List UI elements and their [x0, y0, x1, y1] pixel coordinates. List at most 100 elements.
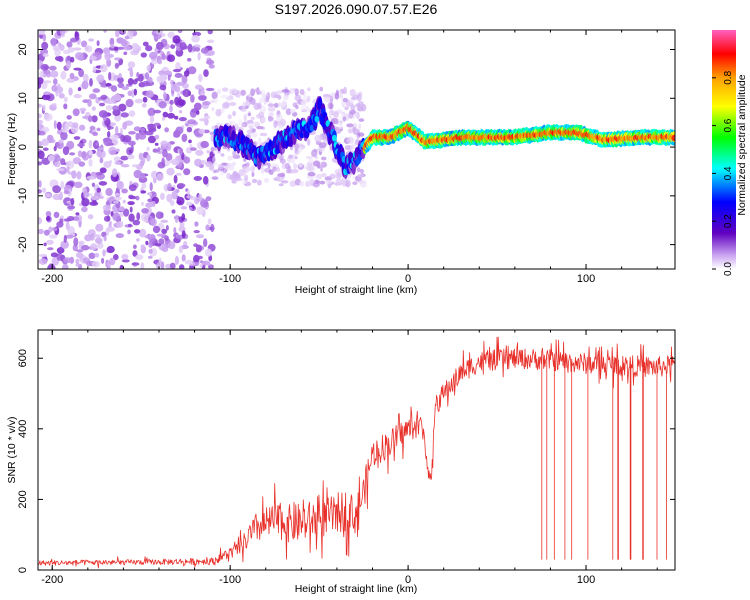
heatmap-blob [307, 171, 316, 177]
heatmap-blob [75, 52, 84, 60]
heatmap-blob [357, 132, 365, 137]
snr-series [38, 336, 675, 569]
heatmap-blob [211, 107, 215, 112]
heatmap-blob [116, 46, 125, 50]
heatmap-blob [42, 104, 46, 112]
heatmap-blob [358, 123, 362, 130]
heatmap-blob [267, 115, 272, 122]
heatmap-blob [50, 139, 56, 144]
heatmap-blob [125, 98, 134, 108]
heatmap-blob [195, 244, 202, 253]
heatmap-blob [174, 255, 179, 265]
heatmap-blob [319, 86, 324, 92]
heatmap-blob [63, 257, 72, 264]
heatmap-blob [62, 263, 69, 269]
heatmap-blob [251, 178, 258, 184]
heatmap-blob [166, 141, 172, 151]
heatmap-blob [156, 233, 165, 237]
heatmap-blob [205, 59, 215, 65]
heatmap-blob [45, 211, 52, 217]
heatmap-blob [49, 234, 58, 239]
heatmap-blob [339, 93, 344, 100]
heatmap-blob [220, 153, 225, 157]
heatmap-blob [156, 41, 164, 51]
heatmap-blob [72, 122, 79, 129]
heatmap-blob [50, 70, 59, 78]
heatmap-blob [306, 87, 311, 92]
heatmap-blob [175, 61, 181, 71]
heatmap-blob [156, 173, 164, 182]
heatmap-blob [127, 223, 132, 228]
heatmap-blob [352, 142, 357, 149]
y-tick-label: 400 [17, 420, 29, 438]
heatmap-blob [225, 96, 234, 101]
heatmap-blob [140, 127, 146, 132]
heatmap-blob [335, 178, 344, 186]
heatmap-blob [70, 37, 78, 43]
heatmap-blob [131, 262, 140, 266]
heatmap-blob [72, 108, 80, 117]
heatmap-blob [147, 135, 157, 144]
heatmap-blob [177, 30, 183, 34]
heatmap-blob [141, 208, 149, 214]
heatmap-blob [54, 47, 59, 52]
y-tick-label: 600 [17, 349, 29, 367]
heatmap-blob [124, 35, 130, 40]
heatmap-blob [38, 217, 43, 225]
heatmap-blob [51, 84, 58, 92]
heatmap-blob [169, 99, 174, 105]
heatmap-blob [100, 64, 108, 73]
heatmap-blob [38, 161, 43, 166]
heatmap-blob [99, 195, 104, 199]
heatmap-blob [242, 101, 246, 110]
heatmap-blob [251, 172, 255, 177]
heatmap-blob [70, 197, 75, 206]
heatmap-blob [107, 131, 111, 138]
colorbar: 0.0 0.2 0.4 0.6 0.8 Normalized spectral ampl… [712, 30, 748, 276]
heatmap-blob [149, 115, 155, 124]
heatmap-blob [148, 51, 158, 60]
heatmap-blob [205, 87, 215, 92]
heatmap-blob [244, 174, 249, 182]
heatmap-blob [140, 190, 147, 194]
heatmap-ridge-cell [332, 134, 337, 142]
heatmap-blob [181, 230, 186, 239]
heatmap-blob [183, 70, 190, 77]
colorbar-ticks: 0.0 0.2 0.4 0.6 0.8 [712, 70, 734, 276]
heatmap-blob [214, 169, 220, 173]
heatmap-blob [155, 243, 162, 247]
heatmap-blob [131, 79, 138, 85]
heatmap-blob [65, 60, 72, 70]
heatmap-blob [306, 95, 311, 102]
heatmap-blob [44, 229, 50, 236]
heatmap-blob [205, 224, 210, 231]
heatmap-blob [43, 113, 53, 122]
heatmap-blob [203, 129, 210, 134]
heatmap-blob [196, 234, 204, 239]
heatmap-blob [142, 80, 150, 87]
heatmap-blob [120, 134, 126, 142]
heatmap-blob [173, 174, 178, 184]
heatmap-blob [113, 156, 121, 162]
heatmap-blob [156, 262, 161, 269]
heatmap-blob [260, 167, 265, 175]
heatmap-blob [88, 139, 93, 149]
heatmap-blob [175, 126, 184, 135]
heatmap-blob [299, 180, 304, 187]
heatmap-blob [140, 52, 147, 58]
heatmap-blob [73, 94, 82, 99]
heatmap-blob [105, 105, 113, 111]
heatmap-blob [289, 180, 297, 187]
heatmap-blob [45, 193, 51, 198]
heatmap-blob [88, 38, 94, 42]
heatmap-blob [209, 165, 215, 171]
heatmap-blob [78, 68, 84, 78]
heatmap-blob [200, 140, 209, 149]
heatmap-blob [203, 238, 208, 248]
heatmap-blob [127, 201, 135, 206]
heatmap-blob [215, 122, 224, 126]
heatmap-blob [75, 35, 80, 41]
heatmap-blob [357, 106, 364, 112]
heatmap-blob [84, 45, 89, 52]
